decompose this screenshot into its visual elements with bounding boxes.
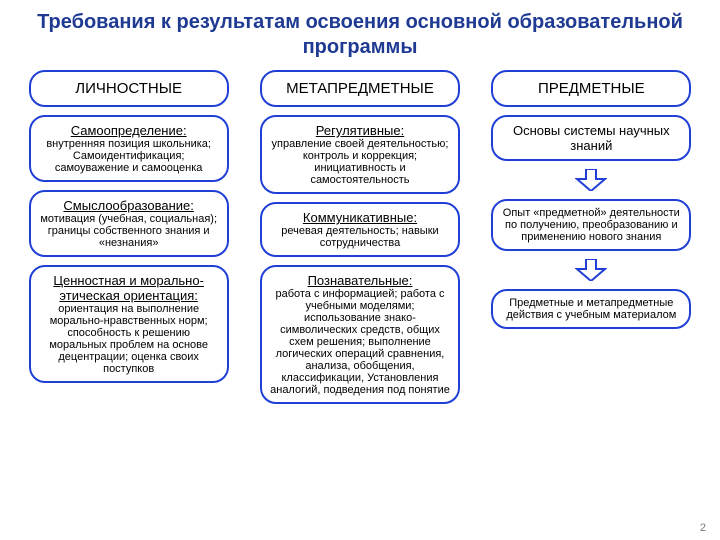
- content-block: Основы системы научных знаний: [491, 115, 691, 161]
- block-body: Опыт «предметной» деятельности по получе…: [501, 207, 681, 243]
- block-title: Коммуникативные:: [270, 210, 450, 225]
- block-body: внутренняя позиция школьника; Самоиденти…: [39, 138, 219, 174]
- content-block: Коммуникативные:речевая деятельность; на…: [260, 202, 460, 257]
- content-block: Опыт «предметной» деятельности по получе…: [491, 199, 691, 251]
- block-body: речевая деятельность; навыки сотрудничес…: [270, 225, 450, 249]
- block-title: Регулятивные:: [270, 123, 450, 138]
- columns: ЛИЧНОСТНЫЕ Самоопределение:внутренняя поз…: [0, 60, 720, 404]
- block-body: работа с информацией; работа с учебными …: [270, 288, 450, 396]
- page-number: 2: [700, 522, 706, 534]
- block-title: Самоопределение:: [39, 123, 219, 138]
- block-body: управление своей деятельностью; контроль…: [270, 138, 450, 186]
- column-2: ПРЕДМЕТНЫЕ Основы системы научных знаний О…: [481, 70, 702, 404]
- content-block: Регулятивные:управление своей деятельнос…: [260, 115, 460, 194]
- block-body: Основы системы научных знаний: [501, 123, 681, 153]
- content-block: Предметные и метапредметные действия с у…: [491, 289, 691, 329]
- column-header: ПРЕДМЕТНЫЕ: [491, 70, 691, 107]
- block-body: ориентация на выполнение морально-нравст…: [39, 303, 219, 375]
- content-block: Смыслообразование:мотивация (учебная, со…: [29, 190, 229, 257]
- column-header: ЛИЧНОСТНЫЕ: [29, 70, 229, 107]
- content-block: Самоопределение:внутренняя позиция школь…: [29, 115, 229, 182]
- block-title: Познавательные:: [270, 273, 450, 288]
- block-title: Смыслообразование:: [39, 198, 219, 213]
- down-arrow-icon: [575, 259, 607, 281]
- down-arrow-icon: [575, 169, 607, 191]
- block-body: мотивация (учебная, социальная); границы…: [39, 213, 219, 249]
- column-header-label: ПРЕДМЕТНЫЕ: [538, 80, 645, 97]
- block-title: Ценностная и морально-этическая ориентац…: [39, 273, 219, 303]
- column-0: ЛИЧНОСТНЫЕ Самоопределение:внутренняя поз…: [18, 70, 239, 404]
- block-body: Предметные и метапредметные действия с у…: [501, 297, 681, 321]
- column-header-label: ЛИЧНОСТНЫЕ: [75, 80, 182, 97]
- column-header-label: МЕТАПРЕДМЕТНЫЕ: [286, 80, 434, 97]
- content-block: Ценностная и морально-этическая ориентац…: [29, 265, 229, 383]
- content-block: Познавательные:работа с информацией; раб…: [260, 265, 460, 404]
- column-header: МЕТАПРЕДМЕТНЫЕ: [260, 70, 460, 107]
- page-title: Требования к результатам освоения основн…: [0, 0, 720, 60]
- column-1: МЕТАПРЕДМЕТНЫЕ Регулятивные:управление св…: [249, 70, 470, 404]
